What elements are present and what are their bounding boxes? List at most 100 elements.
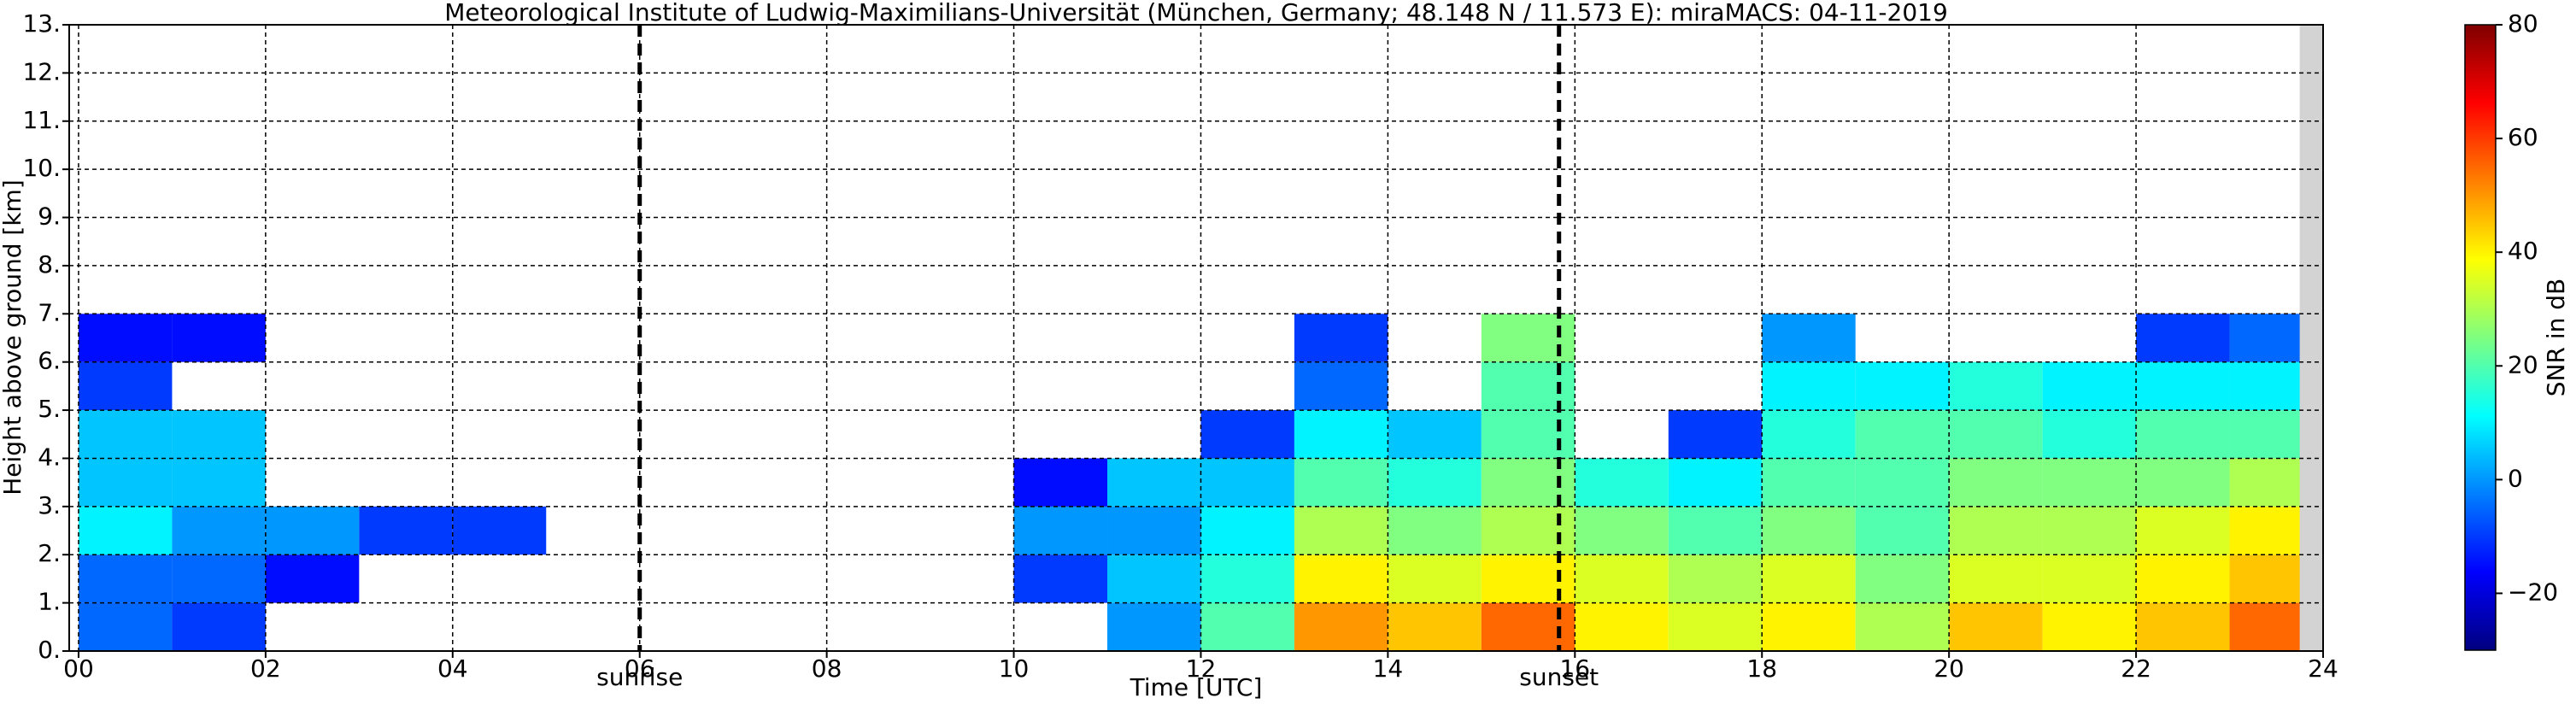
echo-cell: [1294, 506, 1388, 555]
colorbar: [2465, 25, 2496, 650]
x-tick-label: 20: [1933, 654, 1964, 683]
echo-cell: [172, 314, 266, 362]
y-tick-label: 3.: [38, 491, 61, 519]
echo-cell: [1481, 410, 1576, 459]
echo-cell: [2136, 361, 2230, 411]
echo-cell: [2136, 602, 2230, 651]
echo-cell: [1762, 554, 1856, 603]
echo-cell: [2042, 410, 2137, 459]
echo-cell: [1668, 410, 1763, 459]
echo-cell: [1949, 458, 2043, 507]
echo-cell: [78, 314, 173, 362]
y-tick-label: 13.: [22, 9, 61, 38]
echo-cell: [78, 506, 173, 555]
echo-cell: [1575, 458, 1669, 507]
colorbar-label: SNR in dB: [2542, 279, 2570, 396]
colorbar-tick-label: 20: [2508, 350, 2538, 378]
echo-cell: [1575, 506, 1669, 555]
y-tick-label: 5.: [38, 395, 61, 423]
echo-cell: [1575, 602, 1669, 651]
echo-cell: [1762, 410, 1856, 459]
echo-cell: [1107, 554, 1201, 603]
x-tick-label: 10: [999, 654, 1030, 683]
y-tick-label: 8.: [38, 250, 61, 279]
colorbar-tick-label: −20: [2508, 578, 2558, 606]
echo-cell: [1668, 554, 1763, 603]
echo-cell: [1388, 410, 1482, 459]
echo-cell: [1855, 554, 1950, 603]
echo-cell: [2042, 602, 2137, 651]
echo-cell: [1949, 361, 2043, 411]
echo-cell: [1200, 506, 1294, 555]
echo-cell: [1762, 458, 1856, 507]
echo-cell: [2042, 458, 2137, 507]
x-tick-label: 24: [2308, 654, 2338, 683]
x-tick-label: 16: [1559, 654, 1590, 683]
echo-cell: [172, 410, 266, 459]
echo-cell: [78, 361, 173, 411]
echo-cell: [1107, 458, 1201, 507]
echo-cell: [1294, 458, 1388, 507]
echo-cell: [1855, 458, 1950, 507]
echo-cell: [1949, 410, 2043, 459]
echo-cell: [1294, 410, 1388, 459]
colorbar-tick-label: 60: [2508, 123, 2538, 151]
y-tick-label: 7.: [38, 298, 61, 326]
echo-cell: [2136, 554, 2230, 603]
echo-cell: [1855, 602, 1950, 651]
echo-cell: [1013, 458, 1108, 507]
echo-cell: [2042, 554, 2137, 603]
x-tick-label: 14: [1373, 654, 1404, 683]
echo-cell: [1668, 506, 1763, 555]
y-tick-label: 10.: [22, 154, 61, 182]
y-tick-label: 0.: [38, 636, 61, 664]
y-tick-label: 9.: [38, 202, 61, 231]
colorbar-tick-label: 0: [2508, 464, 2523, 492]
chart-title: Meteorological Institute of Ludwig-Maxim…: [444, 0, 1948, 26]
echo-cell: [1294, 314, 1388, 362]
y-tick-label: 4.: [38, 443, 61, 471]
echo-cell: [78, 458, 173, 507]
echo-cell: [1855, 410, 1950, 459]
x-tick-label: 02: [250, 654, 281, 683]
echo-cell: [1200, 410, 1294, 459]
y-axis-label: Height above ground [km]: [0, 179, 26, 496]
echo-cell: [172, 458, 266, 507]
echo-cell: [1388, 506, 1482, 555]
echo-cell: [1107, 506, 1201, 555]
echo-cell: [1294, 602, 1388, 651]
plot-frame: [68, 24, 2324, 652]
echo-cell: [1294, 361, 1388, 411]
echo-cell: [1107, 602, 1201, 651]
x-axis-label: Time [UTC]: [1130, 673, 1263, 701]
echo-cell: [1200, 602, 1294, 651]
echo-cell: [172, 554, 266, 603]
echo-cell: [1294, 554, 1388, 603]
echo-cell: [172, 506, 266, 555]
echo-cell: [1668, 458, 1763, 507]
echo-cell: [1200, 458, 1294, 507]
echo-cell: [2136, 458, 2230, 507]
echo-cell: [2042, 361, 2137, 411]
echo-cell: [1388, 554, 1482, 603]
echo-cell: [2136, 506, 2230, 555]
colorbar-tick-label: 80: [2508, 9, 2538, 38]
echo-cell: [1388, 458, 1482, 507]
colorbar-frame: [2464, 24, 2497, 651]
echo-cell: [1762, 506, 1856, 555]
echo-cell: [1949, 602, 2043, 651]
x-tick-label: 04: [437, 654, 468, 683]
y-tick-label: 2.: [38, 539, 61, 567]
echo-cell: [1949, 506, 2043, 555]
echo-cell: [1949, 554, 2043, 603]
echo-cell: [1388, 602, 1482, 651]
echo-cell: [1013, 554, 1108, 603]
y-tick-label: 1.: [38, 588, 61, 616]
echo-cell: [265, 506, 360, 555]
x-tick-label: 00: [63, 654, 94, 683]
echo-cell: [1013, 506, 1108, 555]
x-tick-label: 08: [812, 654, 842, 683]
echo-cell: [1855, 506, 1950, 555]
